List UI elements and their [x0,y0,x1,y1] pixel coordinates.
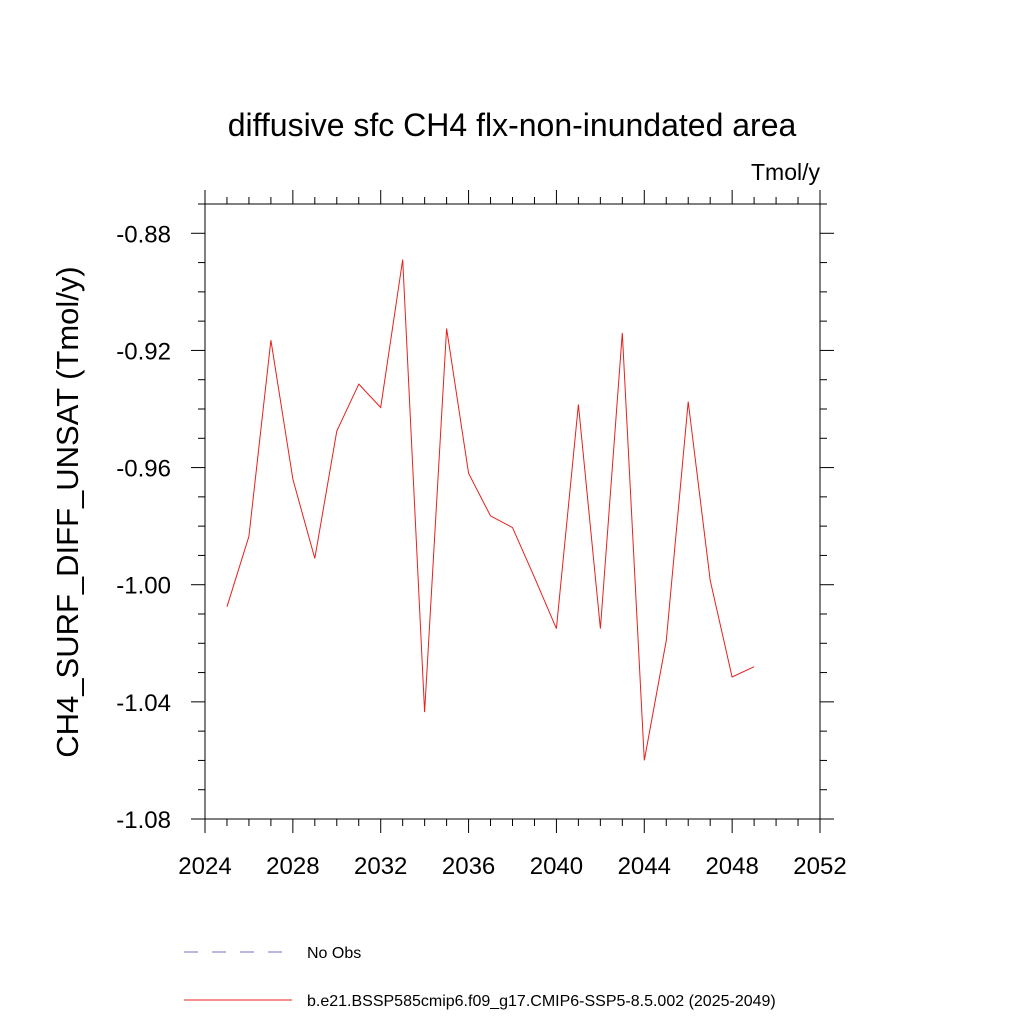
x-tick-label: 2048 [705,853,758,880]
plot-frame [204,203,821,820]
series-layer [226,259,755,761]
y-tick-label: -0.96 [116,456,171,483]
units-label: Tmol/y [751,159,821,185]
x-tick-label: 2052 [793,853,846,880]
y-tick-label: -1.08 [116,807,171,834]
x-tick-label: 2032 [354,853,407,880]
y-axis-label: CH4_SURF_DIFF_UNSAT (Tmol/y) [50,266,85,757]
x-tick-label: 2044 [618,853,671,880]
axis-tick-labels: 2024 2028 2032 2036 2040 2044 2048 2052 -1.08 -1.… [116,221,846,880]
y-tick-label: -0.88 [116,221,171,248]
legend: No Obs b.e21.BSSP585cmip6.f09_g17.CMIP6-… [184,945,776,1010]
chart-title: diffusive sfc CH4 flx-non-inundated area [228,107,797,143]
legend-label-no-obs: No Obs [307,945,361,962]
x-tick-label: 2036 [442,853,495,880]
legend-label-model: b.e21.BSSP585cmip6.f09_g17.CMIP6-SSP5-8.… [307,993,776,1010]
y-tick-label: -1.04 [116,690,171,717]
y-tick-label: -0.92 [116,338,171,365]
series-line-1 [226,259,755,761]
x-tick-label: 2024 [178,853,231,880]
x-tick-label: 2028 [266,853,319,880]
axis-ticks [191,190,834,833]
x-tick-label: 2040 [530,853,583,880]
y-tick-label: -1.00 [116,573,171,600]
